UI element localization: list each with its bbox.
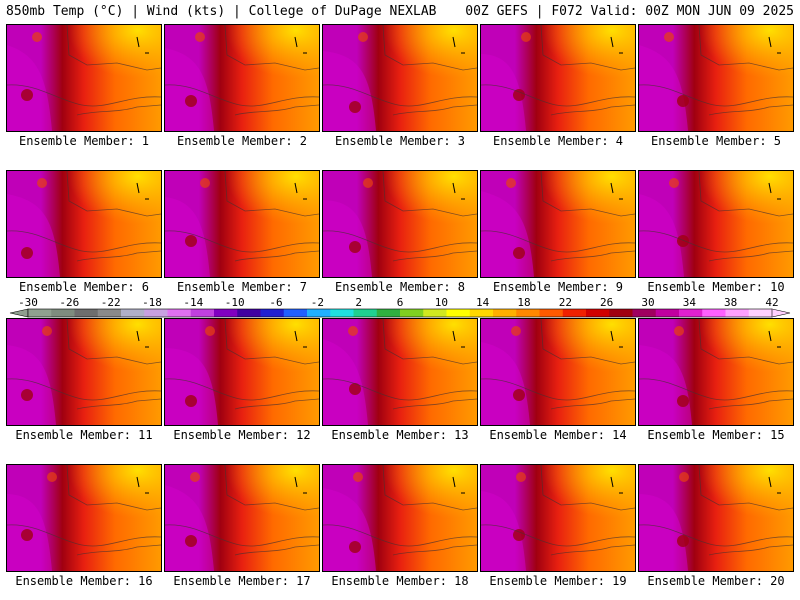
ensemble-member-label: Ensemble Member: 9 bbox=[492, 280, 624, 294]
ensemble-panel-16 bbox=[6, 464, 162, 572]
ensemble-member-label: Ensemble Member: 11 bbox=[15, 428, 153, 442]
colorbar-tick-label: -14 bbox=[183, 296, 204, 309]
ensemble-panel-2 bbox=[164, 24, 320, 132]
colorbar-tick-label: 22 bbox=[558, 296, 572, 309]
ensemble-member-label: Ensemble Member: 12 bbox=[173, 428, 311, 442]
temperature-map bbox=[639, 171, 793, 277]
colorbar-tick-label: 2 bbox=[355, 296, 362, 309]
ensemble-panel-13 bbox=[322, 318, 478, 426]
colorbar-tick-label: 30 bbox=[641, 296, 655, 309]
ensemble-member-label: Ensemble Member: 6 bbox=[18, 280, 150, 294]
ensemble-panel-3 bbox=[322, 24, 478, 132]
ensemble-member-label: Ensemble Member: 20 bbox=[647, 574, 785, 588]
temperature-map bbox=[639, 465, 793, 571]
ensemble-panel-5 bbox=[638, 24, 794, 132]
ensemble-panel-6 bbox=[6, 170, 162, 278]
ensemble-panel-9 bbox=[480, 170, 636, 278]
temperature-map bbox=[165, 319, 319, 425]
colorbar-tick-label: 42 bbox=[765, 296, 779, 309]
temperature-map bbox=[481, 319, 635, 425]
colorbar-tick-label: 18 bbox=[517, 296, 531, 309]
colorbar-tick-label: 14 bbox=[476, 296, 490, 309]
ensemble-panel-4 bbox=[480, 24, 636, 132]
ensemble-panel-15 bbox=[638, 318, 794, 426]
ensemble-member-label: Ensemble Member: 10 bbox=[647, 280, 785, 294]
ensemble-panel-11 bbox=[6, 318, 162, 426]
header-run-info: 00Z GEFS | F072 Valid: 00Z MON JUN 09 20… bbox=[465, 4, 794, 19]
ensemble-member-label: Ensemble Member: 7 bbox=[176, 280, 308, 294]
ensemble-panel-17 bbox=[164, 464, 320, 572]
temperature-map bbox=[323, 25, 477, 131]
colorbar-tick-label: 34 bbox=[682, 296, 696, 309]
ensemble-panel-7 bbox=[164, 170, 320, 278]
temperature-map bbox=[7, 25, 161, 131]
colorbar-tick-label: -30 bbox=[18, 296, 38, 309]
temperature-map bbox=[323, 171, 477, 277]
colorbar-tick-label: -10 bbox=[224, 296, 245, 309]
temperature-map bbox=[7, 465, 161, 571]
ensemble-panel-8 bbox=[322, 170, 478, 278]
temperature-map bbox=[7, 319, 161, 425]
ensemble-panel-20 bbox=[638, 464, 794, 572]
temperature-colorbar: -30 -26 -22 -18 -14 -10 -6 -2 2 6 10 14 18 22 26 30 34 38… bbox=[8, 296, 792, 319]
ensemble-member-label: Ensemble Member: 5 bbox=[650, 134, 782, 148]
ensemble-panel-10 bbox=[638, 170, 794, 278]
colorbar-tick-label: -6 bbox=[269, 296, 283, 309]
ensemble-member-label: Ensemble Member: 2 bbox=[176, 134, 308, 148]
colorbar-tick-label: 10 bbox=[434, 296, 448, 309]
ensemble-member-label: Ensemble Member: 1 bbox=[18, 134, 150, 148]
temperature-map bbox=[165, 25, 319, 131]
temperature-map bbox=[323, 319, 477, 425]
temperature-map bbox=[7, 171, 161, 277]
ensemble-member-label: Ensemble Member: 16 bbox=[15, 574, 153, 588]
ensemble-member-label: Ensemble Member: 4 bbox=[492, 134, 624, 148]
ensemble-member-label: Ensemble Member: 13 bbox=[331, 428, 469, 442]
ensemble-panel-1 bbox=[6, 24, 162, 132]
ensemble-member-label: Ensemble Member: 17 bbox=[173, 574, 311, 588]
ensemble-member-label: Ensemble Member: 15 bbox=[647, 428, 785, 442]
ensemble-member-label: Ensemble Member: 19 bbox=[489, 574, 627, 588]
ensemble-panel-14 bbox=[480, 318, 636, 426]
colorbar-tick-label: 38 bbox=[724, 296, 738, 309]
temperature-map bbox=[481, 25, 635, 131]
temperature-map bbox=[323, 465, 477, 571]
colorbar-tick-label: 6 bbox=[396, 296, 404, 309]
temperature-map bbox=[481, 465, 635, 571]
colorbar-tick-label: 26 bbox=[600, 296, 614, 309]
colorbar-tick-label: -18 bbox=[142, 296, 162, 309]
ensemble-panel-18 bbox=[322, 464, 478, 572]
temperature-map bbox=[639, 319, 793, 425]
ensemble-panel-19 bbox=[480, 464, 636, 572]
colorbar-tick-label: -22 bbox=[100, 296, 121, 309]
temperature-map bbox=[165, 171, 319, 277]
ensemble-member-label: Ensemble Member: 3 bbox=[334, 134, 466, 148]
ensemble-member-label: Ensemble Member: 14 bbox=[489, 428, 627, 442]
ensemble-member-label: Ensemble Member: 8 bbox=[334, 280, 466, 294]
ensemble-member-label: Ensemble Member: 18 bbox=[331, 574, 469, 588]
ensemble-panel-12 bbox=[164, 318, 320, 426]
temperature-map bbox=[165, 465, 319, 571]
colorbar-tick-label: -26 bbox=[59, 296, 80, 309]
temperature-map bbox=[481, 171, 635, 277]
colorbar-tick-label: -2 bbox=[310, 296, 324, 309]
header-title: 850mb Temp (°C) | Wind (kts) | College o… bbox=[6, 4, 437, 19]
temperature-map bbox=[639, 25, 793, 131]
